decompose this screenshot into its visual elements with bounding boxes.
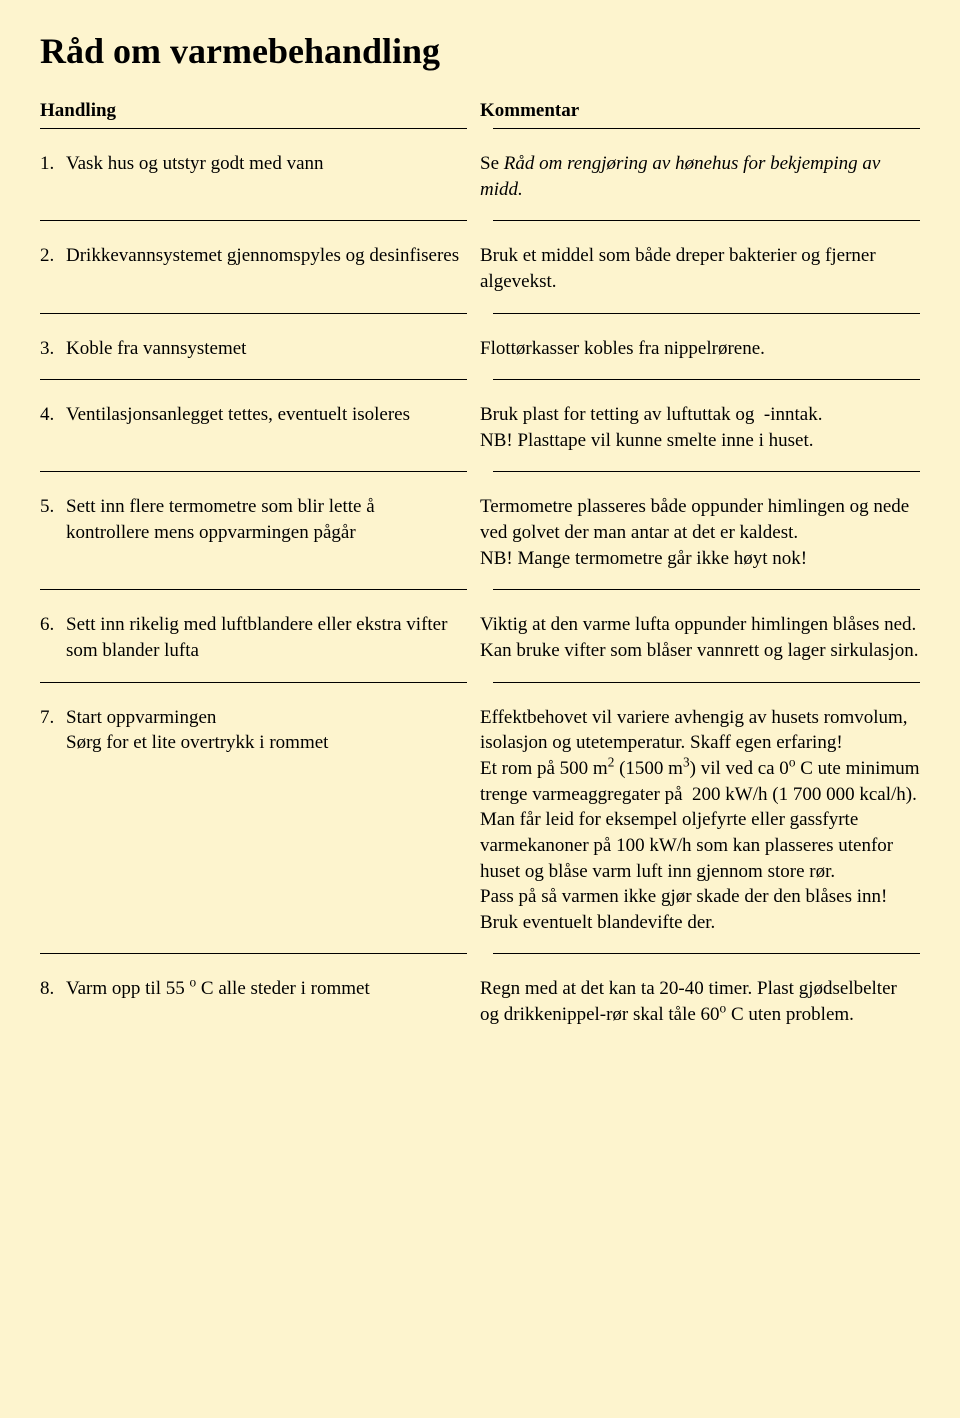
table-row: 6.Sett inn rikelig med luftblandere elle…	[40, 612, 920, 681]
row-action-cell: 3.Koble fra vannsystemet	[40, 336, 480, 362]
row-comment-cell: Viktig at den varme lufta oppunder himli…	[480, 612, 920, 663]
table-body: 1.Vask hus og utstyr godt med vannSe Råd…	[40, 151, 920, 1046]
row-number: 3.	[40, 336, 66, 362]
row-action-cell: 5.Sett inn flere termometre som blir let…	[40, 494, 480, 571]
row-action-text: Start oppvarmingenSørg for et lite overt…	[66, 705, 460, 936]
row-separator	[40, 682, 920, 683]
row-action-cell: 4.Ventilasjonsanlegget tettes, eventuelt…	[40, 402, 480, 453]
header-handling: Handling	[40, 100, 480, 122]
row-separator	[40, 589, 920, 590]
row-separator	[40, 313, 920, 314]
table-header-row: Handling Kommentar	[40, 100, 920, 122]
row-comment-cell: Regn med at det kan ta 20-40 timer. Plas…	[480, 976, 920, 1027]
row-action-cell: 7.Start oppvarmingenSørg for et lite ove…	[40, 705, 480, 936]
page-title: Råd om varmebehandling	[40, 30, 920, 72]
row-separator	[40, 471, 920, 472]
row-comment-cell: Termometre plasseres både oppunder himli…	[480, 494, 920, 571]
row-action-cell: 8.Varm opp til 55 o C alle steder i romm…	[40, 976, 480, 1027]
row-separator	[40, 953, 920, 954]
row-action-text: Drikkevannsystemet gjennomspyles og desi…	[66, 243, 460, 294]
row-comment-cell: Effektbehovet vil variere avhengig av hu…	[480, 705, 920, 936]
table-row: 4.Ventilasjonsanlegget tettes, eventuelt…	[40, 402, 920, 471]
table-row: 7.Start oppvarmingenSørg for et lite ove…	[40, 705, 920, 954]
row-action-text: Sett inn flere termometre som blir lette…	[66, 494, 460, 571]
row-action-text: Sett inn rikelig med luftblandere eller …	[66, 612, 460, 663]
row-action-text: Ventilasjonsanlegget tettes, eventuelt i…	[66, 402, 460, 453]
row-action-cell: 2.Drikkevannsystemet gjennomspyles og de…	[40, 243, 480, 294]
row-comment-cell: Se Råd om rengjøring av hønehus for bekj…	[480, 151, 920, 202]
table-row: 8.Varm opp til 55 o C alle steder i romm…	[40, 976, 920, 1045]
row-number: 6.	[40, 612, 66, 663]
table-row: 1.Vask hus og utstyr godt med vannSe Råd…	[40, 151, 920, 220]
row-number: 7.	[40, 705, 66, 936]
row-separator	[40, 220, 920, 221]
table-row: 2.Drikkevannsystemet gjennomspyles og de…	[40, 243, 920, 312]
row-number: 2.	[40, 243, 66, 294]
header-rule	[40, 128, 920, 129]
row-separator	[40, 379, 920, 380]
row-number: 1.	[40, 151, 66, 202]
row-action-text: Varm opp til 55 o C alle steder i rommet	[66, 976, 460, 1027]
row-action-text: Koble fra vannsystemet	[66, 336, 460, 362]
table-row: 5.Sett inn flere termometre som blir let…	[40, 494, 920, 589]
row-number: 4.	[40, 402, 66, 453]
row-comment-cell: Bruk et middel som både dreper bakterier…	[480, 243, 920, 294]
header-kommentar: Kommentar	[480, 100, 920, 122]
row-number: 8.	[40, 976, 66, 1027]
row-comment-cell: Bruk plast for tetting av luftuttak og -…	[480, 402, 920, 453]
table-row: 3.Koble fra vannsystemetFlottørkasser ko…	[40, 336, 920, 380]
row-action-cell: 1.Vask hus og utstyr godt med vann	[40, 151, 480, 202]
row-action-text: Vask hus og utstyr godt med vann	[66, 151, 460, 202]
row-action-cell: 6.Sett inn rikelig med luftblandere elle…	[40, 612, 480, 663]
row-comment-cell: Flottørkasser kobles fra nippelrørene.	[480, 336, 920, 362]
row-number: 5.	[40, 494, 66, 571]
